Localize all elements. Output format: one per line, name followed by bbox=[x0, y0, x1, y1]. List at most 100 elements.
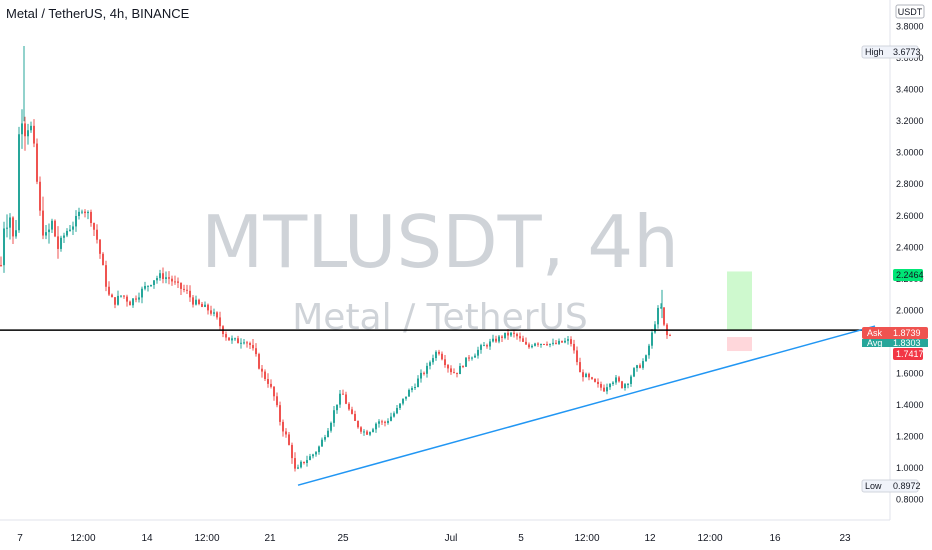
candle-body bbox=[198, 299, 200, 304]
candle-body bbox=[438, 351, 440, 354]
candle-body bbox=[135, 298, 137, 300]
candle-body bbox=[108, 286, 110, 295]
candle-body bbox=[240, 342, 242, 344]
ask-tag: Ask 1.8739 bbox=[862, 327, 928, 339]
x-tick-label: 12:00 bbox=[194, 533, 219, 544]
candle-body bbox=[465, 357, 467, 367]
candle-body bbox=[423, 372, 425, 374]
candle-body bbox=[357, 420, 359, 428]
candle-body bbox=[6, 227, 8, 229]
x-tick-label: 12:00 bbox=[574, 533, 599, 544]
candle-body bbox=[225, 334, 227, 338]
y-tick-label: 1.6000 bbox=[896, 368, 924, 378]
candle-body bbox=[276, 396, 278, 406]
candle-body bbox=[60, 237, 62, 249]
candle-body bbox=[396, 408, 398, 414]
candle-body bbox=[342, 393, 344, 395]
x-tick-label: 16 bbox=[769, 533, 781, 544]
candle-body bbox=[387, 420, 389, 423]
candle-body bbox=[564, 340, 566, 343]
candle-body bbox=[267, 379, 269, 384]
candle-body bbox=[498, 336, 500, 342]
candle-body bbox=[645, 355, 647, 362]
trend-line[interactable] bbox=[297, 325, 876, 486]
candle-body bbox=[84, 211, 86, 214]
candle-body bbox=[189, 290, 191, 298]
candle-body bbox=[552, 342, 554, 344]
candle-body bbox=[426, 365, 428, 374]
y-tick-label: 3.2000 bbox=[896, 116, 924, 126]
time-axis[interactable]: 7 12:00 14 12:00 21 25 Jul 5 12:00 12 12:00 16 23 bbox=[17, 533, 851, 544]
candle-body bbox=[624, 384, 626, 389]
y-tick-label: 3.8000 bbox=[896, 22, 924, 32]
candle-body bbox=[42, 210, 44, 236]
candle-body bbox=[285, 431, 287, 435]
candle-body bbox=[510, 332, 512, 336]
candle-body bbox=[432, 358, 434, 363]
candle-body bbox=[72, 226, 74, 230]
stop-value: 1.7417 bbox=[896, 349, 924, 359]
watermark-name: Metal / TetherUS bbox=[292, 297, 588, 338]
candle-body bbox=[627, 383, 629, 385]
candle-body bbox=[642, 361, 644, 368]
x-tick-label: 21 bbox=[264, 533, 276, 544]
candle-body bbox=[270, 383, 272, 387]
candle-body bbox=[144, 285, 146, 289]
y-tick-label: 1.2000 bbox=[896, 431, 924, 441]
candle-body bbox=[612, 382, 614, 384]
candle-body bbox=[651, 332, 653, 346]
x-tick-label: 5 bbox=[518, 533, 524, 544]
position-zones[interactable] bbox=[727, 271, 752, 352]
candle-body bbox=[243, 342, 245, 344]
candle-body bbox=[489, 341, 491, 347]
candle-body bbox=[315, 452, 317, 455]
candle-body bbox=[594, 378, 596, 382]
candle-body bbox=[411, 388, 413, 390]
stop-zone[interactable] bbox=[727, 337, 752, 352]
x-tick-label: 7 bbox=[17, 533, 23, 544]
candle-body bbox=[384, 421, 386, 423]
candle-body bbox=[351, 409, 353, 414]
candle-body bbox=[591, 377, 593, 379]
candle-body bbox=[570, 339, 572, 344]
candle-body bbox=[492, 338, 494, 342]
candle-body bbox=[165, 277, 167, 280]
candle-body bbox=[618, 377, 620, 382]
candle-body bbox=[264, 371, 266, 380]
candle-body bbox=[318, 446, 320, 453]
avg-value: 1.8303 bbox=[893, 338, 921, 348]
y-tick-label: 1.4000 bbox=[896, 400, 924, 410]
candle-body bbox=[456, 372, 458, 375]
candle-body bbox=[183, 288, 185, 290]
candle-body bbox=[216, 312, 218, 318]
candle-body bbox=[381, 421, 383, 423]
candle-body bbox=[507, 332, 509, 336]
candle-body bbox=[567, 339, 569, 341]
candle-body bbox=[309, 456, 311, 461]
low-label: Low bbox=[865, 481, 882, 491]
candle-body bbox=[447, 365, 449, 369]
candle-body bbox=[540, 344, 542, 346]
candle-body bbox=[66, 230, 68, 236]
target-zone[interactable] bbox=[727, 271, 752, 331]
price-axis[interactable]: 3.80003.60003.40003.20003.00002.80002.60… bbox=[896, 22, 924, 505]
candle-body bbox=[99, 239, 101, 254]
candle-body bbox=[279, 405, 281, 422]
candle-body bbox=[405, 396, 407, 399]
candle-body bbox=[480, 345, 482, 350]
candle-body bbox=[39, 181, 41, 211]
candle-body bbox=[669, 335, 671, 337]
candle-body bbox=[417, 378, 419, 388]
drawing-lines[interactable] bbox=[0, 325, 890, 486]
candle-body bbox=[126, 296, 128, 302]
x-tick-label: 12:00 bbox=[697, 533, 722, 544]
high-value: 3.6773 bbox=[893, 47, 921, 57]
candle-body bbox=[231, 338, 233, 341]
candle-body bbox=[333, 410, 335, 423]
high-tag: High 3.6773 bbox=[861, 45, 921, 59]
candle-body bbox=[120, 295, 122, 297]
candle-body bbox=[597, 381, 599, 385]
candle-body bbox=[501, 336, 503, 338]
currency-badge[interactable] bbox=[895, 4, 925, 19]
